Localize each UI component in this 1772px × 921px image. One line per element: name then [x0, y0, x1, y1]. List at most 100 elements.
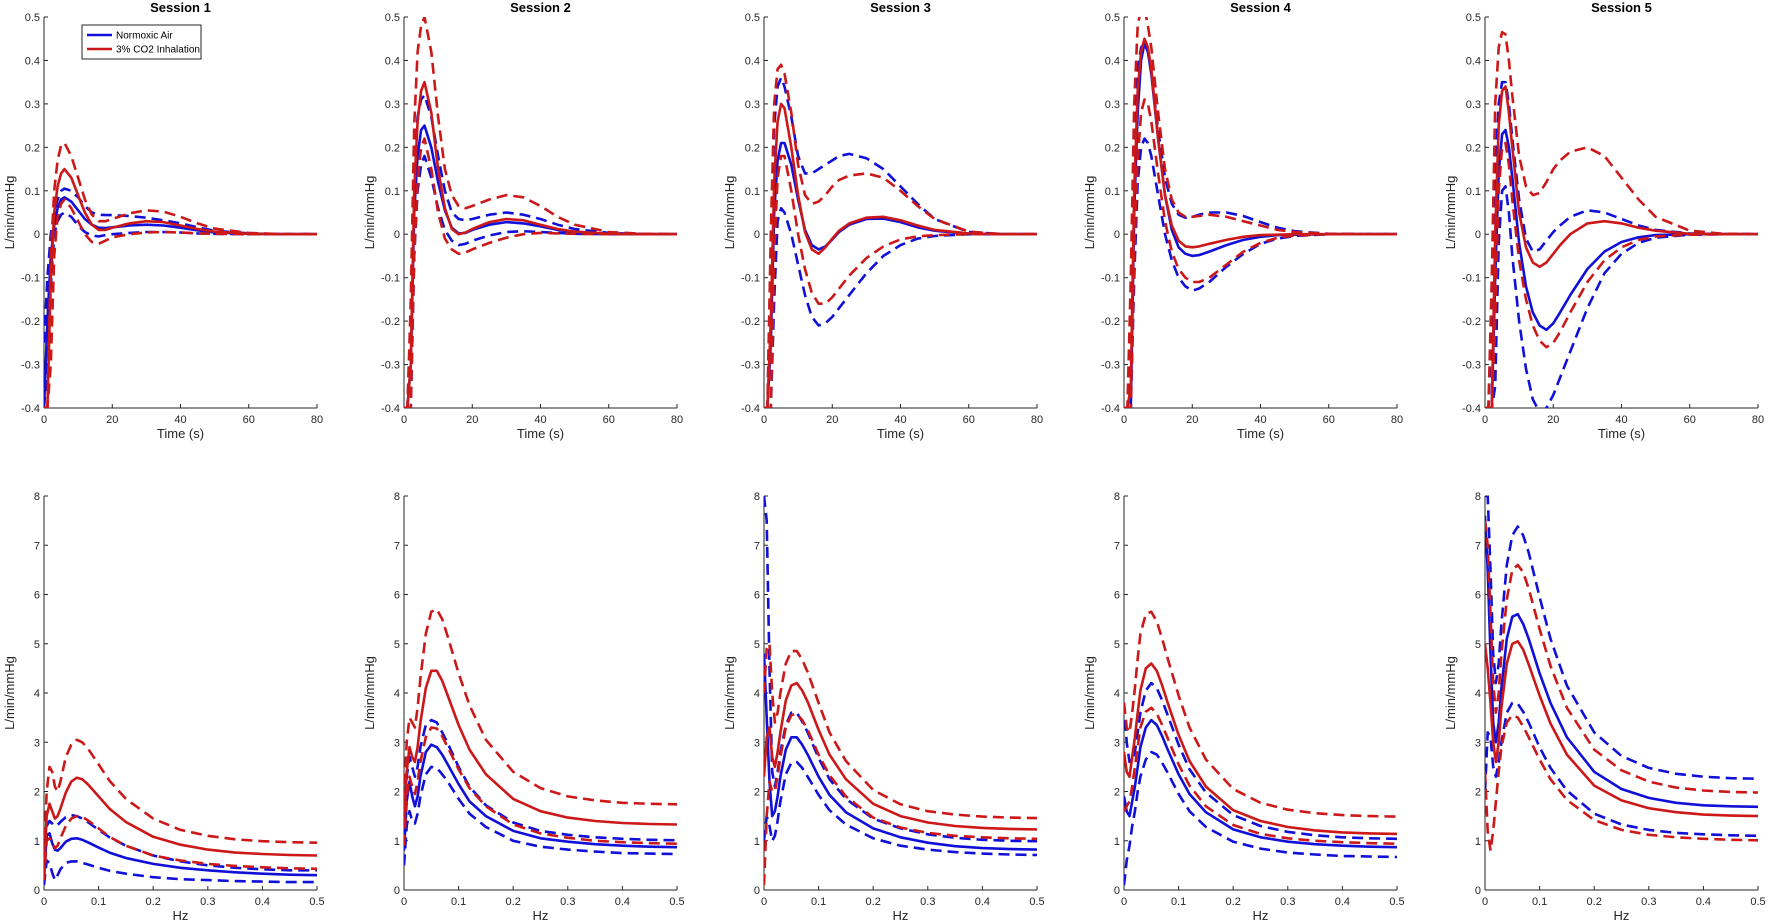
y-tick-label: -0.4	[381, 403, 400, 415]
co2-inhalation-bound-line	[1124, 17, 1397, 408]
y-tick-label: 4	[754, 688, 760, 700]
y-tick-label: 7	[1475, 540, 1481, 552]
y-tick-label: 6	[1114, 590, 1120, 602]
y-tick-label: 0	[1114, 885, 1120, 897]
normoxic-air-line	[764, 141, 1037, 408]
y-tick-label: 2	[394, 787, 400, 799]
y-tick-label: 0.2	[385, 142, 400, 154]
y-tick-label: 5	[1114, 639, 1120, 651]
x-tick-label: 80	[1031, 414, 1043, 426]
series-group	[44, 738, 317, 886]
y-tick-label: 2	[34, 787, 40, 799]
y-tick-label: 0.2	[745, 142, 760, 154]
co2-inhalation-line	[44, 167, 317, 408]
co2-inhalation-bound-line	[1124, 706, 1397, 845]
y-axis-label: L/min/mmHg	[722, 176, 737, 250]
x-tick-label: 40	[174, 414, 186, 426]
y-tick-label: 0.1	[1466, 186, 1481, 198]
y-tick-label: 1	[34, 836, 40, 848]
x-tick-label: 0	[761, 896, 767, 908]
normoxic-air-bound-line	[404, 718, 677, 842]
x-tick-label: 80	[671, 414, 683, 426]
co2-inhalation-bound-line	[1485, 141, 1758, 408]
y-tick-label: 4	[1114, 688, 1120, 700]
normoxic-air-bound-line	[404, 765, 677, 866]
y-tick-label: -0.3	[381, 360, 400, 372]
x-tick-label: 0.2	[1226, 896, 1241, 908]
x-tick-label: 0.5	[1750, 896, 1765, 908]
y-tick-label: 1	[754, 836, 760, 848]
x-tick-label: 20	[1547, 414, 1559, 426]
y-axis-label: L/min/mmHg	[1082, 656, 1097, 730]
normoxic-air-bound-line	[1124, 41, 1397, 408]
x-tick-label: 0.4	[975, 896, 990, 908]
x-axis-label: Hz	[1253, 908, 1269, 921]
y-tick-label: 6	[754, 590, 760, 602]
chart-panel-top-2: 0 20 40 60 80 -0.4 -0.3 -0.2 -0.1 0 0.1 0.2 0.3 0.4 0.…	[362, 0, 683, 441]
series-group	[1485, 496, 1758, 852]
y-tick-label: 8	[1475, 491, 1481, 503]
normoxic-air-bound-line	[44, 211, 317, 408]
co2-inhalation-line	[1485, 639, 1758, 818]
y-tick-label: 0.5	[745, 12, 760, 24]
series-group	[404, 607, 677, 866]
y-tick-label: 0.1	[1105, 186, 1120, 198]
x-tick-label: 40	[534, 414, 546, 426]
series-group	[404, 17, 677, 408]
y-tick-label: 0.4	[385, 55, 400, 67]
co2-inhalation-bound-line	[404, 137, 677, 408]
y-tick-label: 0.2	[25, 142, 40, 154]
y-tick-label: -0.4	[21, 403, 40, 415]
series-group	[764, 496, 1037, 886]
y-tick-label: 4	[34, 688, 40, 700]
y-tick-label: 0.4	[1466, 55, 1481, 67]
x-axis-label: Hz	[893, 908, 909, 921]
y-axis-label: L/min/mmHg	[722, 656, 737, 730]
y-tick-label: 0.1	[385, 186, 400, 198]
y-tick-label: 1	[1475, 836, 1481, 848]
y-tick-label: 2	[1114, 787, 1120, 799]
panel-title: Session 2	[510, 0, 571, 15]
y-tick-label: 0	[754, 229, 760, 241]
y-axis-label: L/min/mmHg	[2, 656, 17, 730]
x-tick-label: 0.5	[1029, 896, 1044, 908]
co2-inhalation-bound-line	[764, 154, 1037, 408]
chart-panel-top-3: 0 20 40 60 80 -0.4 -0.3 -0.2 -0.1 0 0.1 0.2 0.3 0.4 0.…	[722, 0, 1043, 441]
x-tick-label: 0.1	[811, 896, 826, 908]
co2-inhalation-bound-line	[44, 814, 317, 881]
chart-panel-bottom-2: 0 0.1 0.2 0.3 0.4 0.5 0 1 2 3 4 5 6 7 8 Hz L/min/mmHg	[362, 491, 685, 921]
y-tick-label: 7	[1114, 540, 1120, 552]
y-tick-label: 6	[34, 590, 40, 602]
x-tick-label: 80	[1752, 414, 1764, 426]
x-tick-label: 20	[466, 414, 478, 426]
y-tick-label: 0.2	[1105, 142, 1120, 154]
normoxic-air-bound-line	[1485, 80, 1758, 408]
series-group	[1124, 17, 1397, 408]
chart-panel-top-1: 0 20 40 60 80 -0.4 -0.3 -0.2 -0.1 0 0.1 0.2 0.3 0.4 0.…	[2, 0, 323, 441]
y-axis-label: L/min/mmHg	[1443, 176, 1458, 250]
y-tick-label: 5	[394, 639, 400, 651]
y-tick-label: 0.5	[385, 12, 400, 24]
series-group	[1485, 30, 1758, 408]
x-tick-label: 0.1	[1171, 896, 1186, 908]
normoxic-air-bound-line	[404, 154, 677, 408]
normoxic-air-line	[1124, 718, 1397, 849]
normoxic-air-line	[764, 653, 1037, 851]
co2-inhalation-line	[404, 80, 677, 408]
y-tick-label: 0.3	[745, 99, 760, 111]
y-tick-label: -0.1	[21, 273, 40, 285]
x-tick-label: 0.2	[1587, 896, 1602, 908]
co2-inhalation-bound-line	[404, 607, 677, 806]
normoxic-air-bound-line	[1124, 681, 1397, 841]
series-group	[44, 141, 317, 408]
y-axis-label: L/min/mmHg	[362, 176, 377, 250]
y-tick-label: -0.3	[741, 360, 760, 372]
y-tick-label: 7	[34, 540, 40, 552]
y-tick-label: 0.3	[1466, 99, 1481, 111]
y-tick-label: 0.2	[1466, 142, 1481, 154]
y-axis-label: L/min/mmHg	[2, 176, 17, 250]
chart-panel-top-4: 0 20 40 60 80 -0.4 -0.3 -0.2 -0.1 0 0.1 0.2 0.3 0.4 0.…	[1082, 0, 1403, 441]
y-tick-label: -0.4	[1101, 403, 1120, 415]
x-tick-label: 0.2	[866, 896, 881, 908]
legend-label: 3% CO2 Inhalation	[116, 45, 200, 56]
